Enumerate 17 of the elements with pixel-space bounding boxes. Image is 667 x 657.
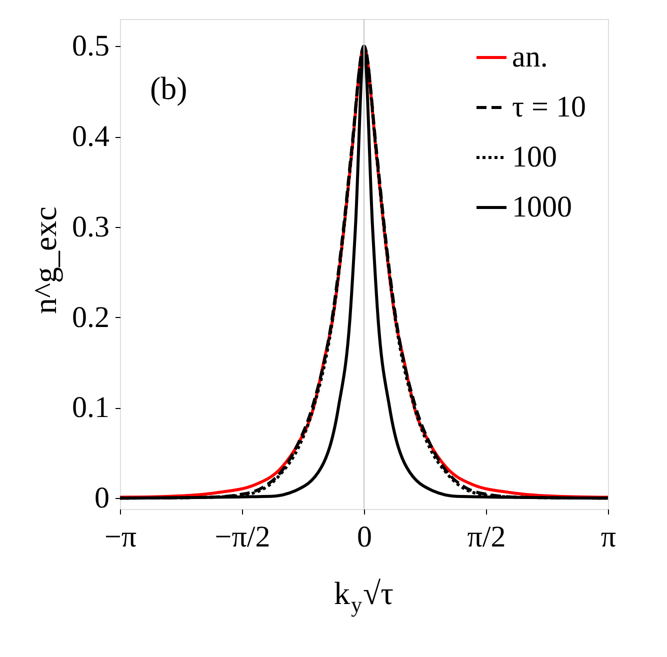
x-tick-label: 0 [357,520,372,554]
legend-label: τ = 10 [512,90,586,124]
y-tick-label: 0 [94,482,110,515]
annotation: (b) [150,70,188,106]
x-tick-label: π/2 [467,520,506,554]
x-tick-label: −π/2 [214,520,270,554]
legend-label: 100 [512,140,557,174]
y-tick-label: 0.3 [72,210,110,244]
x-tick-label: π [600,520,616,554]
x-tick-label: −π [104,520,137,554]
y-tick-label: 0.4 [72,120,110,154]
y-tick-label: 0.5 [72,30,110,63]
y-tick-label: 0.2 [72,300,110,334]
y-tick-label: 0.1 [72,391,110,424]
y-axis-title: n^g_exc [27,206,63,314]
legend-label: an. [512,40,548,74]
legend-label: 1000 [512,190,572,224]
